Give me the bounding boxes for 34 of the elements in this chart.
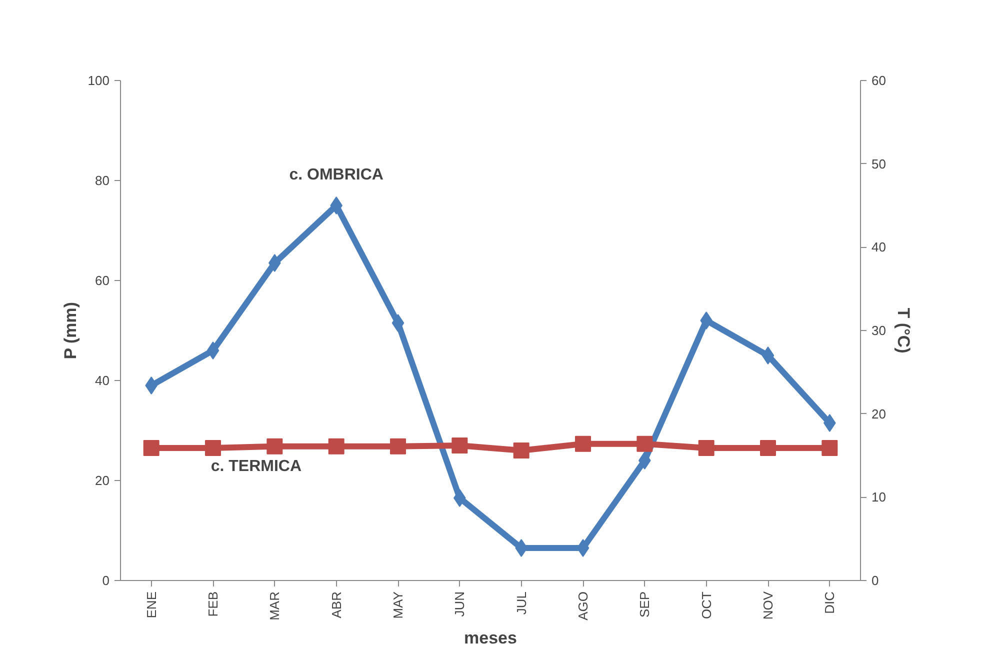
y-axis-title: P (mm)	[60, 302, 80, 360]
x-tick-label: ABR	[328, 591, 344, 618]
y2-tick-label: 60	[872, 73, 886, 88]
x-tick-label: OCT	[698, 591, 714, 619]
y-tick-label: 0	[102, 573, 110, 588]
x-tick-label: DIC	[822, 591, 838, 614]
y2-tick-label: 0	[872, 573, 879, 588]
y2-tick-label: 20	[872, 406, 886, 422]
y2-tick-label: 50	[872, 156, 886, 172]
x-tick-label: SEP	[637, 591, 652, 618]
x-tick-label: JUL	[514, 591, 529, 615]
series-label: c. OMBRICA	[289, 166, 384, 184]
y-tick-label: 40	[95, 373, 110, 388]
point	[206, 342, 220, 360]
point	[392, 314, 404, 332]
x-tick-label: ENE	[144, 591, 159, 618]
x-tick-label: FEB	[206, 591, 220, 617]
x-tick-label: AGO	[576, 591, 590, 620]
x-tick-label: MAY	[390, 591, 406, 619]
y2-tick-label: 40	[872, 240, 886, 255]
y-tick-label: 20	[95, 473, 110, 488]
series-label: c. TERMICA	[210, 458, 302, 475]
y2-tick-label: 30	[872, 323, 886, 338]
x-axis-title: meses	[464, 628, 517, 648]
x-tick-label: JUN	[452, 591, 468, 617]
point	[762, 346, 774, 364]
y-tick-label: 80	[95, 173, 110, 188]
y-tick-label: 100	[88, 73, 110, 88]
y2-tick-label: 10	[872, 490, 886, 505]
y2-axis-title: T (°C)	[894, 308, 913, 354]
y-tick-label: 60	[95, 273, 110, 288]
x-tick-label: MAR	[267, 591, 282, 620]
point	[576, 539, 590, 557]
x-tick-label: NOV	[760, 591, 776, 620]
